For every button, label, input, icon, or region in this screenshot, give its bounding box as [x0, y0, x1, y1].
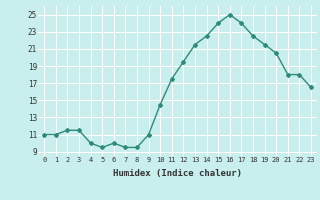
X-axis label: Humidex (Indice chaleur): Humidex (Indice chaleur) — [113, 169, 242, 178]
